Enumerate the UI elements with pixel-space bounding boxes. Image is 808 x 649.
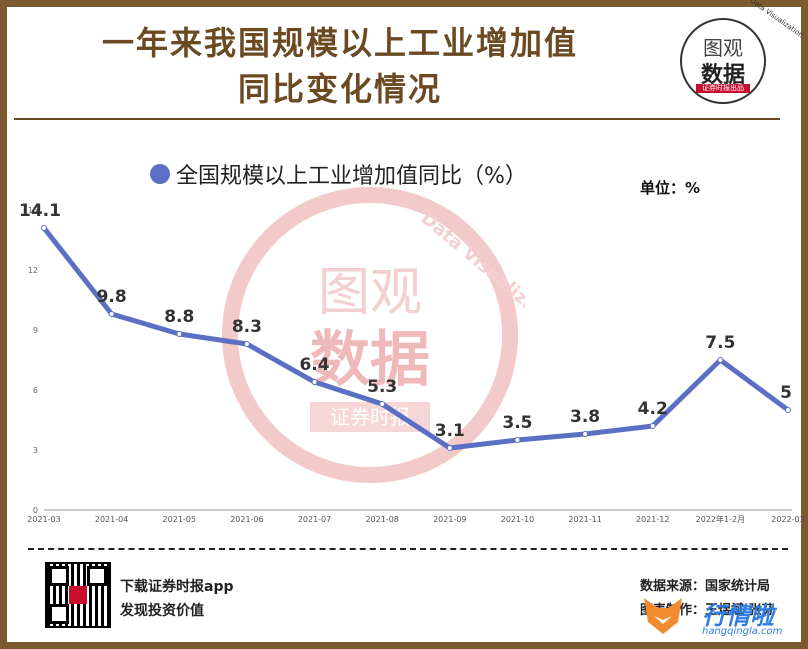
data-point: [108, 311, 115, 317]
data-label: 8.3: [232, 317, 262, 337]
data-source: 数据来源：国家统计局: [640, 579, 771, 594]
x-tick-label: 2021-08: [365, 515, 398, 524]
watermark-ring: [222, 187, 518, 483]
unit-label: 单位：%: [640, 179, 701, 197]
app-promo: 下载证券时报app 发现投资价值: [120, 575, 234, 623]
data-label: 3.1: [435, 421, 465, 441]
watermark-line-2: 数据: [310, 325, 430, 395]
watermark-sub: 证券时报: [330, 405, 410, 429]
site-watermark-logo[interactable]: 行情啦 hangqingla.com: [640, 594, 800, 640]
data-point: [582, 431, 589, 437]
y-tick-label: 3: [33, 446, 38, 455]
y-tick-label: 15: [28, 206, 38, 215]
chart-legend: 全国规模以上工业增加值同比（%）: [150, 158, 527, 190]
x-tick-label: 2021-12: [636, 515, 669, 524]
qr-code: [45, 562, 111, 628]
data-label: 6.4: [299, 355, 329, 375]
x-tick-label: 2021-04: [95, 515, 128, 524]
site-name: 行情啦: [702, 602, 774, 630]
data-point: [446, 445, 453, 451]
qr-corner: [49, 604, 69, 624]
data-label: 5.3: [367, 377, 397, 397]
legend-marker: [150, 164, 170, 184]
data-point: [514, 437, 521, 443]
data-label: 7.5: [705, 333, 735, 353]
fox-icon: [644, 598, 682, 634]
y-tick-label: 9: [33, 326, 38, 335]
data-label: 9.8: [97, 287, 127, 307]
x-tick-label: 2021-03: [27, 515, 60, 524]
title-divider: [14, 118, 780, 120]
watermark-band: [310, 402, 430, 432]
y-tick-label: 0: [33, 506, 38, 515]
site-url: hangqingla.com: [702, 626, 783, 637]
app-promo-line-1: 下载证券时报app: [120, 579, 234, 595]
data-point: [41, 225, 47, 231]
qr-corner: [49, 566, 69, 586]
data-point: [649, 423, 656, 429]
data-point: [176, 331, 183, 337]
page-title: 一年来我国规模以上工业增加值 同比变化情况: [20, 20, 660, 112]
x-tick-label: 2021-11: [568, 515, 601, 524]
data-point: [311, 379, 318, 385]
legend-label: 全国规模以上工业增加值同比（%）: [176, 164, 527, 189]
data-label: 8.8: [164, 307, 194, 327]
title-line-2: 同比变化情况: [237, 70, 442, 108]
data-label: 4.2: [638, 399, 668, 419]
data-label: 3.5: [502, 413, 532, 433]
data-point: [717, 357, 724, 363]
x-tick-label: 2022-03: [771, 515, 804, 524]
data-point: [243, 341, 250, 347]
qr-corner: [87, 566, 107, 586]
qr-center-logo: [69, 586, 87, 604]
data-point: [785, 407, 791, 413]
footer-divider: [28, 548, 788, 550]
data-label: 14.1: [19, 201, 61, 221]
title-line-1: 一年来我国规模以上工业增加值: [101, 24, 578, 62]
x-tick-label: 2021-09: [433, 515, 466, 524]
logo-line-1: 图观: [703, 36, 743, 60]
data-label: 3.8: [570, 407, 600, 427]
y-tick-label: 12: [28, 266, 38, 275]
logo-line-2: 数据: [700, 63, 745, 88]
data-label: 5: [780, 383, 792, 403]
brand-logo: 图观 数据 证券时报出品: [680, 18, 766, 104]
watermark-line-1: 图观: [318, 263, 422, 323]
data-point: [379, 401, 386, 407]
x-tick-label: 2021-07: [298, 515, 331, 524]
series-line: [41, 225, 791, 451]
y-tick-label: 6: [33, 386, 38, 395]
x-tick-label: 2021-05: [163, 515, 196, 524]
x-tick-label: 2021-06: [230, 515, 263, 524]
watermark: 图观 数据 证券时报 Data Visualization: [222, 187, 525, 483]
x-tick-label: 2021-10: [501, 515, 534, 524]
app-promo-line-2: 发现投资价值: [120, 603, 204, 619]
logo-sub: 证券时报出品: [696, 84, 750, 93]
x-tick-label: 2022年1-2月: [696, 514, 745, 524]
